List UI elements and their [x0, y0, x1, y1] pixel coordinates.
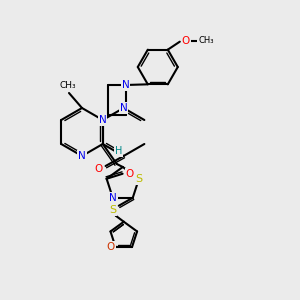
- Text: S: S: [135, 174, 142, 184]
- Text: H: H: [115, 146, 122, 156]
- Text: CH₃: CH₃: [60, 82, 76, 91]
- Text: O: O: [182, 36, 190, 46]
- Text: O: O: [125, 169, 134, 179]
- Text: N: N: [78, 151, 86, 161]
- Text: N: N: [109, 193, 117, 203]
- Text: CH₃: CH₃: [198, 36, 214, 45]
- Text: O: O: [106, 242, 115, 252]
- Text: O: O: [94, 164, 103, 174]
- Text: S: S: [109, 205, 116, 215]
- Text: N: N: [122, 80, 130, 90]
- Text: N: N: [99, 115, 107, 125]
- Text: N: N: [120, 103, 128, 113]
